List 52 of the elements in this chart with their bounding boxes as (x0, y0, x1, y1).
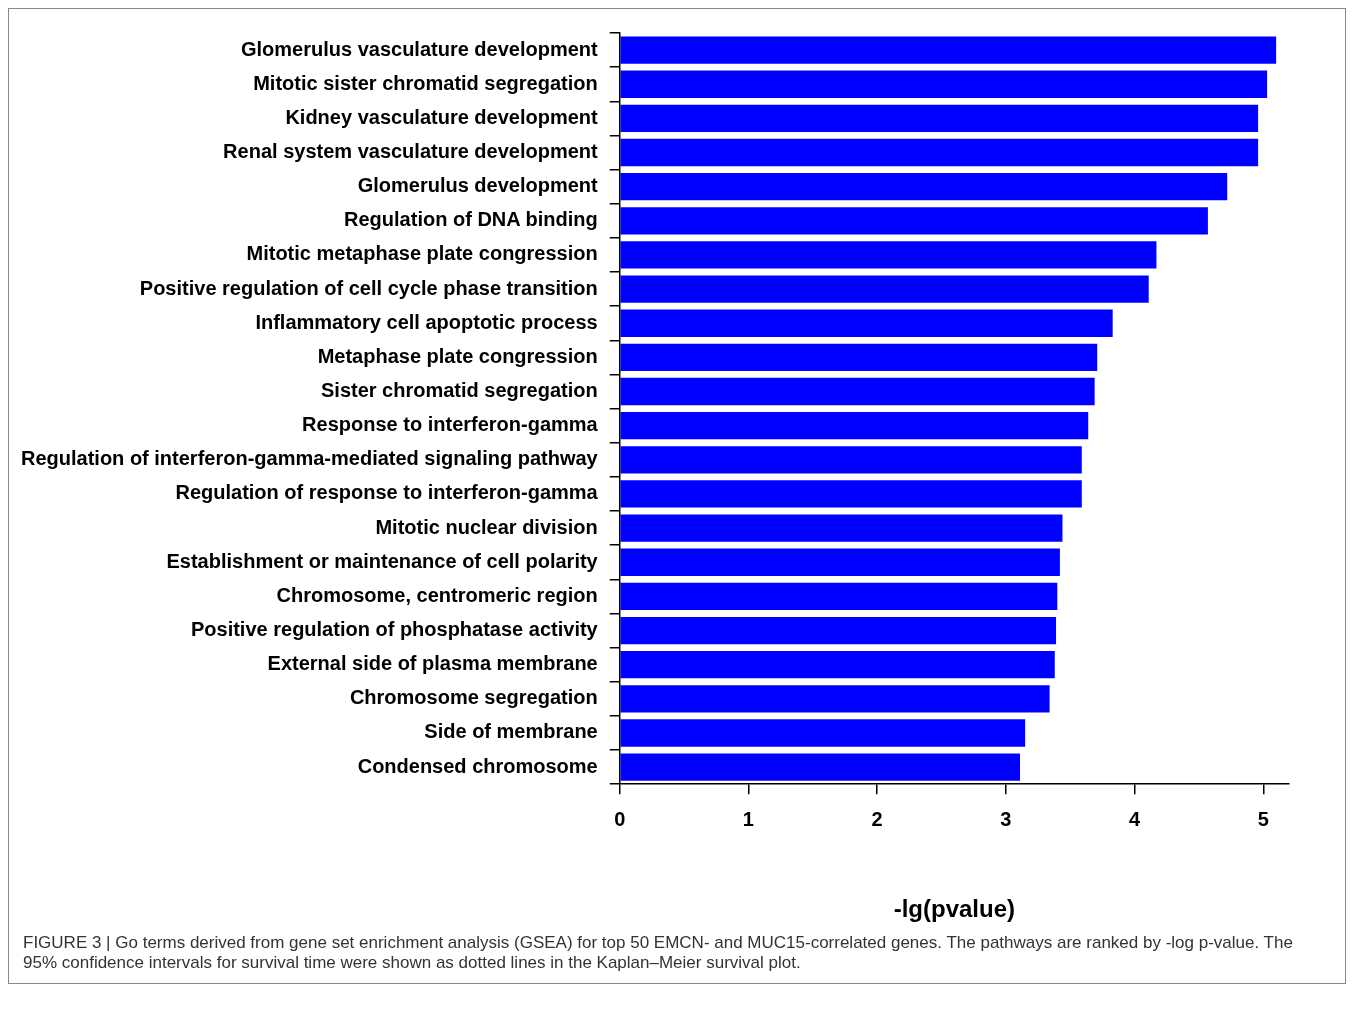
y-tick-label: Regulation of response to interferon-gamma (175, 481, 599, 504)
y-tick-label: Condensed chromosome (357, 754, 598, 777)
y-tick-label: Mitotic sister chromatid segregation (253, 71, 598, 94)
bar (620, 719, 1026, 747)
bar (620, 582, 1058, 611)
x-tick-label: 0 (614, 807, 626, 830)
y-tick-label: Glomerulus vasculature development (240, 37, 599, 60)
bar (620, 70, 1268, 98)
x-tick-label: 5 (1257, 807, 1269, 830)
y-tick-label: Glomerulus development (357, 174, 599, 197)
y-tick-label: Mitotic metaphase plate congression (246, 242, 598, 265)
bar (620, 548, 1060, 576)
y-tick-label: Response to interferon-gamma (302, 413, 599, 436)
y-tick-label: Chromosome, centromeric region (276, 583, 598, 606)
bar (620, 685, 1050, 713)
caption: FIGURE 3 | Go terms derived from gene set enrichment analysis (GSEA) for top 50 EMCN- and MUC15-correlated genes. The pathways are ranked by -log p-value. The 95% confidence intervals for survival time were shown as dotted lines in the Kaplan–Meier survival plot. (22, 932, 1294, 974)
y-tick-label: Side of membrane (424, 720, 598, 743)
bar (620, 753, 1020, 781)
bar (620, 446, 1082, 474)
bar (620, 651, 1055, 679)
x-tick-label: 2 (871, 807, 883, 830)
y-tick-label: Mitotic nuclear division (375, 515, 598, 538)
y-tick-label: Sister chromatid segregation (320, 379, 598, 402)
x-tick-label: 1 (742, 807, 754, 830)
bar (620, 275, 1149, 303)
y-tick-label: Regulation of DNA binding (344, 208, 598, 231)
x-axis-title: -lg(pvalue) (893, 895, 1016, 923)
bar (620, 514, 1063, 542)
y-tick-label: Metaphase plate congression (317, 344, 598, 367)
bar (620, 412, 1089, 440)
bar (620, 207, 1208, 235)
bar (620, 309, 1113, 337)
bar (620, 173, 1228, 201)
x-tick-label: 4 (1128, 807, 1141, 830)
bar (620, 377, 1095, 406)
y-tick-label: Inflammatory cell apoptotic process (255, 310, 598, 333)
y-tick-label: Establishment or maintenance of cell polarity (166, 549, 599, 572)
y-tick-label: Regulation of interferon-gamma-mediated signaling pathway (20, 447, 599, 470)
bar (620, 36, 1277, 64)
y-tick-label: Kidney vasculature development (285, 105, 599, 128)
y-tick-label: Renal system vasculature development (223, 140, 599, 163)
y-tick-label: Positive regulation of phosphatase activity (190, 618, 599, 641)
bar (620, 343, 1098, 372)
bar (620, 138, 1259, 167)
y-tick-label: External side of plasma membrane (267, 652, 598, 675)
y-tick-label: Positive regulation of cell cycle phase transition (139, 276, 598, 299)
bar (620, 480, 1082, 508)
x-tick-label: 3 (1000, 807, 1012, 830)
bar (620, 104, 1259, 133)
bar (620, 616, 1057, 645)
y-tick-label: Chromosome segregation (349, 686, 598, 709)
bar (620, 241, 1157, 269)
